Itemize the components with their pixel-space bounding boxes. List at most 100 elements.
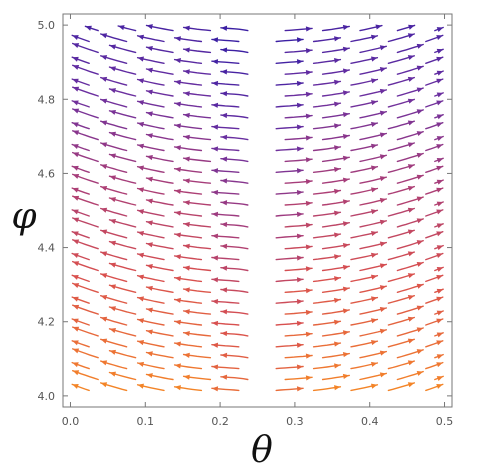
- stream-arrowhead: [220, 374, 228, 380]
- stream-arrowhead: [436, 318, 443, 324]
- stream-arrowhead: [220, 243, 228, 249]
- stream-arrowhead: [72, 130, 80, 136]
- stream-arrowhead: [436, 201, 444, 207]
- stream-arrowhead: [436, 384, 443, 389]
- stream-arrowhead: [100, 229, 108, 235]
- stream-arrowhead: [72, 261, 80, 267]
- stream-arrowhead: [416, 218, 424, 224]
- stream-arrowhead: [436, 56, 443, 62]
- plot-frame: [62, 13, 453, 408]
- y-tick-label: 4.4: [38, 242, 56, 255]
- stream-arrowhead: [174, 363, 181, 369]
- stream-arrowhead: [305, 309, 313, 316]
- stream-arrowhead: [100, 316, 108, 322]
- stream-arrowhead: [72, 239, 80, 245]
- stream-arrowhead: [72, 348, 80, 354]
- stream-arrowhead: [334, 101, 341, 107]
- stream-arrowhead: [305, 375, 313, 381]
- stream-arrowhead: [436, 27, 444, 33]
- stream-arrowhead: [407, 316, 415, 322]
- stream-arrowhead: [342, 112, 350, 118]
- stream-arrowhead: [100, 76, 108, 82]
- stream-arrowhead: [342, 199, 350, 205]
- stream-arrowhead: [211, 299, 219, 305]
- stream-arrowhead: [334, 123, 341, 129]
- stream-arrowhead: [334, 145, 341, 151]
- stream-arrowhead: [100, 33, 108, 39]
- stream-arrowhead: [72, 144, 79, 149]
- stream-arrowhead: [416, 43, 424, 49]
- stream-arrowhead: [334, 319, 341, 325]
- stream-arrowhead: [436, 157, 444, 163]
- stream-arrowhead: [211, 342, 219, 348]
- stream-arrowhead: [72, 100, 79, 106]
- stream-arrowhead: [137, 143, 145, 149]
- stream-arrowhead: [436, 35, 443, 40]
- stream-arrowhead: [416, 305, 424, 311]
- stream-arrowhead: [379, 263, 387, 269]
- stream-arrowhead: [342, 90, 350, 96]
- stream-arrowhead: [137, 34, 145, 40]
- stream-arrowhead: [334, 276, 341, 282]
- stream-arrowhead: [72, 122, 79, 128]
- stream-arrowhead: [174, 385, 181, 391]
- stream-arrowhead: [407, 338, 415, 344]
- stream-arrowhead: [109, 218, 116, 224]
- stream-arrowhead: [72, 35, 79, 40]
- stream-arrowhead: [370, 143, 378, 149]
- y-tick-label: 4.0: [38, 390, 56, 403]
- stream-arrowhead: [296, 386, 304, 392]
- stream-arrowhead: [137, 383, 145, 389]
- stream-arrowhead: [137, 78, 145, 84]
- stream-arrowhead: [137, 100, 145, 106]
- stream-arrowhead: [137, 230, 145, 237]
- stream-arrowhead: [296, 211, 304, 217]
- stream-arrowhead: [85, 25, 92, 31]
- stream-arrowhead: [211, 386, 219, 392]
- stream-arrowhead: [305, 135, 313, 141]
- stream-arrowhead: [100, 142, 108, 148]
- stream-arrowhead: [72, 370, 80, 376]
- stream-arrowhead: [342, 330, 350, 336]
- stream-arrowhead: [305, 113, 313, 119]
- stream-arrowhead: [416, 370, 424, 376]
- stream-arrowhead: [220, 91, 228, 97]
- stream-arrowhead: [146, 154, 153, 161]
- stream-arrowhead: [211, 80, 219, 87]
- stream-arrowhead: [334, 57, 341, 64]
- stream-arrowhead: [296, 342, 304, 348]
- stream-arrowhead: [220, 265, 228, 271]
- x-tick-label: 0.2: [211, 415, 229, 428]
- stream-arrowhead: [436, 136, 444, 142]
- stream-arrowhead: [146, 329, 153, 335]
- stream-arrowhead: [137, 340, 145, 346]
- stream-arrowhead: [436, 78, 443, 84]
- stream-arrowhead: [296, 124, 304, 130]
- stream-arrowhead: [174, 341, 181, 347]
- stream-arrowhead: [416, 349, 424, 355]
- stream-arrowhead: [109, 44, 116, 50]
- stream-arrowhead: [174, 188, 181, 194]
- stream-arrowhead: [334, 167, 341, 173]
- stream-arrowhead: [305, 222, 313, 228]
- stream-arrowhead: [379, 241, 387, 247]
- stream-arrowhead: [334, 210, 341, 216]
- stream-arrowhead: [436, 332, 444, 338]
- stream-arrowhead: [146, 198, 153, 204]
- stream-arrowhead: [370, 78, 378, 84]
- stream-arrowhead: [370, 318, 378, 324]
- stream-arrowhead: [211, 37, 219, 43]
- stream-arrowhead: [407, 98, 415, 104]
- stream-arrowhead: [342, 286, 350, 292]
- stream-arrowhead: [436, 144, 443, 149]
- x-tick-label: 0.3: [286, 415, 304, 428]
- stream-arrowhead: [183, 309, 190, 315]
- stream-arrowhead: [416, 131, 424, 137]
- stream-arrowhead: [436, 209, 443, 215]
- stream-arrowhead: [407, 33, 415, 39]
- stream-arrowhead: [72, 283, 80, 288]
- stream-arrowhead: [137, 121, 145, 127]
- stream-arrowhead: [146, 176, 153, 182]
- x-tick-label: 0.1: [137, 415, 155, 428]
- stream-arrowhead: [416, 152, 424, 158]
